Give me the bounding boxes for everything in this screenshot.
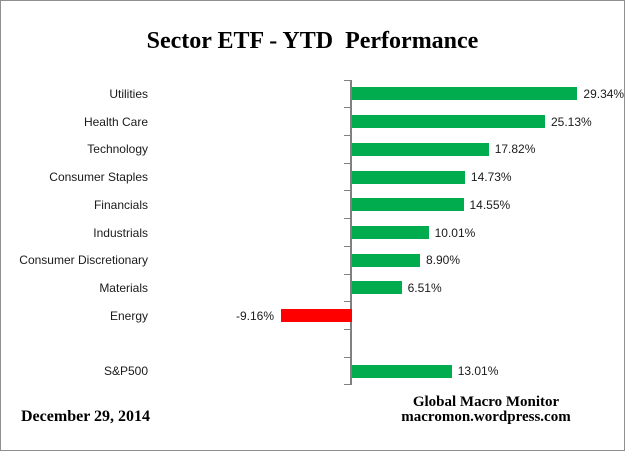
value-label: 6.51%: [407, 280, 442, 295]
axis-tick: [343, 79, 350, 81]
date-label: December 29, 2014: [21, 408, 150, 425]
value-label: 29.34%: [583, 86, 625, 101]
category-label: Financials: [93, 197, 148, 212]
category-label: S&P500: [103, 364, 148, 379]
category-label: Technology: [87, 142, 148, 157]
bar: [351, 226, 429, 239]
axis-tick: [343, 134, 350, 136]
chart-title: Sector ETF - YTD Performance: [146, 28, 479, 54]
axis-tick: [343, 384, 350, 386]
bar: [281, 309, 352, 323]
axis-tick: [343, 273, 350, 275]
value-label: 14.55%: [469, 197, 511, 212]
value-label: 13.01%: [457, 364, 499, 379]
axis-tick: [343, 190, 350, 192]
axis-tick: [343, 245, 350, 247]
axis-tick: [343, 356, 350, 358]
axis-tick: [343, 329, 350, 330]
credit-line-1: Global Macro Monitor: [412, 394, 560, 410]
bar: [351, 281, 402, 295]
category-label: Industrials: [93, 225, 148, 240]
axis-tick: [343, 107, 350, 109]
value-label: 25.13%: [551, 114, 592, 129]
category-label: Energy: [109, 308, 148, 323]
bar: [351, 364, 452, 378]
category-label: Consumer Staples: [49, 170, 148, 184]
bar: [351, 115, 545, 129]
y-axis-line: [349, 80, 352, 385]
credit-line-2: macromon.wordpress.com: [401, 409, 571, 425]
value-label: 14.73%: [470, 170, 512, 184]
category-label: Consumer Discretionary: [19, 253, 148, 268]
value-label: 10.01%: [434, 225, 476, 240]
value-label: 17.82%: [494, 142, 536, 157]
axis-tick: [343, 162, 350, 164]
value-label: 8.90%: [426, 253, 461, 268]
category-label: Health Care: [83, 114, 148, 129]
bar: [351, 253, 420, 267]
category-label: Materials: [99, 280, 148, 295]
axis-tick: [343, 218, 350, 220]
bar: [351, 198, 464, 212]
credit-block: Global Macro Monitor macromon.wordpress.…: [376, 395, 596, 425]
bar: [351, 170, 465, 184]
bar: [351, 87, 578, 101]
bar: [351, 142, 489, 156]
category-label: Utilities: [109, 86, 148, 101]
axis-tick: [343, 301, 350, 303]
value-label: -9.16%: [235, 308, 274, 323]
